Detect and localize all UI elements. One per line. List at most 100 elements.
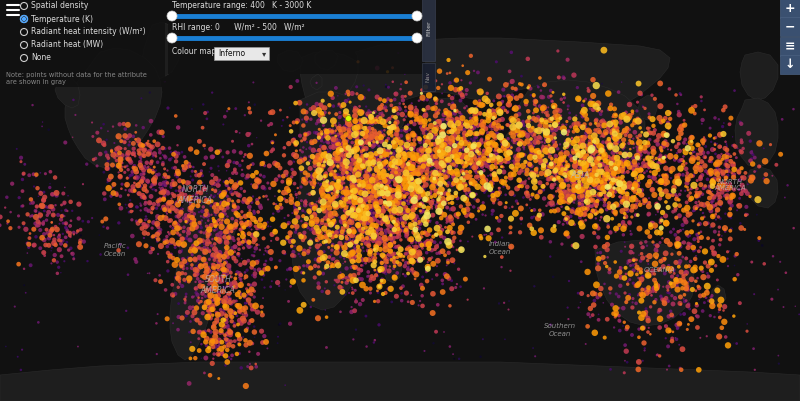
Point [36,119,49,125]
Point [532,84,545,90]
Point [650,296,662,303]
Point [253,225,266,232]
Point [381,160,394,166]
Point [364,224,377,231]
Point [162,250,174,256]
Point [374,267,386,274]
Point [368,109,381,115]
Point [344,200,357,206]
Point [385,213,398,220]
Point [152,221,165,228]
Point [146,205,159,211]
Point [371,210,384,216]
Point [191,292,204,298]
Point [141,270,154,277]
Point [406,216,418,222]
Point [508,137,521,143]
Point [372,157,385,164]
Point [218,273,230,279]
Point [402,221,415,227]
Point [367,223,380,229]
Point [602,138,615,144]
Point [440,197,453,203]
Point [452,139,465,146]
Point [374,213,386,219]
Point [229,168,242,174]
Point [328,186,341,192]
Point [342,91,355,98]
Point [632,118,645,124]
Point [208,263,221,269]
Point [225,189,238,196]
Point [366,174,378,180]
Point [506,165,519,172]
Point [60,234,73,241]
Point [686,218,699,224]
Point [402,174,414,180]
Point [238,154,250,160]
Point [416,303,429,309]
Point [606,132,619,139]
Point [535,170,548,176]
Point [320,131,333,138]
Point [394,217,406,223]
Point [381,151,394,158]
Point [628,193,641,200]
Point [243,224,256,230]
Point [705,208,718,214]
Point [402,245,414,251]
Point [387,257,400,263]
Point [682,170,694,177]
Point [346,229,359,235]
Point [209,187,222,194]
Point [407,132,420,138]
Point [169,201,182,208]
Point [203,249,216,255]
Point [618,180,630,186]
Point [718,304,731,310]
Point [388,216,401,223]
Point [626,262,639,268]
Point [436,161,449,167]
Point [318,127,331,134]
Point [154,197,166,203]
Point [460,147,473,153]
Point [334,203,347,209]
Point [357,209,370,216]
Point [723,211,736,218]
Point [182,197,195,203]
Point [341,223,354,230]
Point [128,175,141,181]
Point [374,280,387,286]
Point [717,107,730,113]
Point [287,152,300,158]
Point [486,155,499,162]
Point [399,182,412,188]
Point [574,203,586,209]
Point [426,247,438,253]
Point [354,169,366,175]
Point [270,176,282,183]
Point [527,93,540,99]
Point [651,203,664,209]
Point [14,367,27,373]
Point [469,112,482,118]
Point [445,118,458,124]
Point [389,114,402,121]
Point [382,148,395,154]
Point [646,271,658,277]
Point [446,244,459,250]
Point [225,247,238,253]
Point [392,185,405,192]
Point [575,154,588,160]
Point [309,166,322,173]
Point [576,194,589,201]
Point [394,201,407,207]
Point [474,156,486,162]
Point [682,176,694,182]
Point [610,178,623,184]
Point [438,138,451,144]
Point [342,162,354,168]
Point [316,219,329,226]
Point [119,126,132,132]
